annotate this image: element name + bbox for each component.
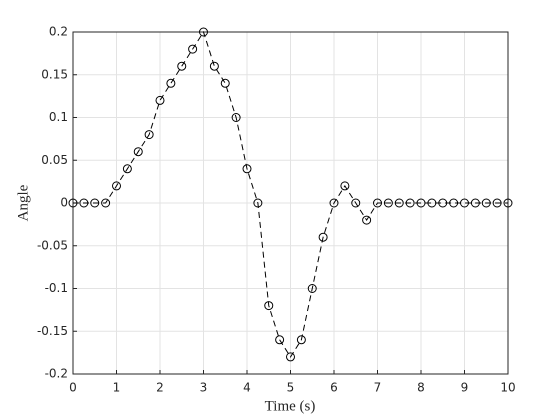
y-tick-label: 0.1: [49, 110, 68, 124]
x-tick-label: 9: [461, 381, 469, 395]
y-tick-label: -0.05: [37, 238, 68, 252]
x-tick-label: 4: [243, 381, 251, 395]
y-tick-label: 0.15: [41, 67, 68, 81]
data-marker: [427, 198, 437, 208]
data-marker: [264, 301, 274, 311]
data-marker: [166, 78, 176, 88]
data-marker: [351, 198, 361, 208]
data-marker: [503, 198, 513, 208]
data-marker: [155, 95, 165, 105]
data-marker: [68, 198, 78, 208]
y-tick-label: -0.15: [37, 324, 68, 338]
x-tick-label: 3: [200, 381, 208, 395]
y-tick-label: -0.1: [45, 281, 68, 295]
data-marker: [286, 352, 295, 362]
x-tick-label: 1: [113, 381, 121, 395]
data-marker: [275, 335, 285, 345]
data-marker: [199, 27, 208, 37]
x-tick-label: 6: [330, 381, 338, 395]
data-marker: [188, 44, 198, 54]
x-tick-label: 0: [69, 381, 77, 395]
data-marker: [449, 198, 459, 208]
x-axis-label: Time (s): [265, 398, 316, 414]
data-marker: [373, 198, 382, 208]
data-marker: [144, 130, 154, 140]
data-marker: [492, 198, 502, 208]
data-marker: [340, 181, 350, 191]
data-marker: [296, 335, 306, 345]
data-marker: [394, 198, 404, 208]
data-marker: [177, 61, 187, 71]
data-marker: [133, 147, 143, 157]
x-tick-label: 8: [417, 381, 425, 395]
x-tick-label: 2: [156, 381, 164, 395]
data-marker: [470, 198, 480, 208]
y-axis-label: Angle: [15, 184, 31, 221]
data-marker: [220, 78, 230, 88]
data-marker: [231, 113, 241, 122]
y-tick-label: 0: [60, 196, 68, 210]
data-marker: [79, 198, 89, 208]
x-tick-label: 10: [500, 381, 515, 395]
data-marker: [438, 198, 448, 208]
data-marker: [307, 284, 317, 293]
data-marker: [362, 215, 372, 225]
data-marker: [329, 198, 339, 208]
y-tick-label: 0.05: [41, 153, 68, 167]
data-marker: [318, 232, 328, 242]
data-marker: [416, 198, 426, 208]
data-marker: [242, 164, 252, 174]
data-marker: [122, 164, 132, 174]
x-tick-label: 7: [374, 381, 382, 395]
data-marker: [209, 61, 219, 71]
data-marker: [101, 198, 111, 208]
y-tick-label: 0.2: [49, 25, 68, 39]
data-marker: [405, 198, 415, 208]
data-marker: [383, 198, 393, 208]
data-marker: [460, 198, 469, 208]
x-tick-label: 5: [287, 381, 295, 395]
data-marker: [481, 198, 491, 208]
data-marker: [253, 198, 263, 208]
y-tick-label: -0.2: [45, 367, 68, 381]
data-marker: [90, 198, 100, 208]
data-marker: [112, 181, 121, 191]
